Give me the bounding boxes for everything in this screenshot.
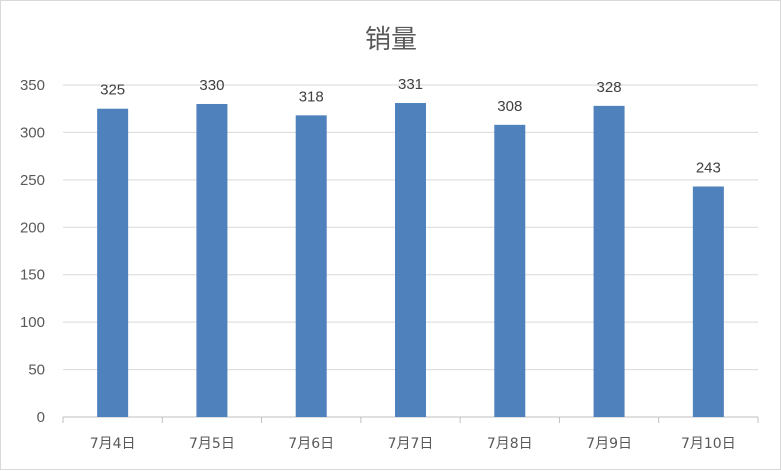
y-tick-label: 300 bbox=[20, 124, 45, 141]
data-label: 318 bbox=[299, 88, 324, 105]
data-labels: 325 330 318 331 308 328 243 bbox=[100, 76, 721, 176]
bar bbox=[692, 186, 724, 417]
bar bbox=[395, 103, 426, 417]
x-category-label: 7月6日 bbox=[288, 436, 334, 452]
x-category-label: 7月7日 bbox=[388, 436, 434, 452]
y-tick-label: 100 bbox=[20, 314, 45, 331]
x-category-label: 7月4日 bbox=[90, 436, 136, 452]
bar bbox=[196, 103, 228, 417]
y-tick-label: 150 bbox=[20, 267, 45, 284]
data-label: 331 bbox=[398, 76, 423, 93]
data-label: 243 bbox=[696, 159, 721, 176]
x-category-label: 7月8日 bbox=[487, 436, 533, 452]
data-label: 325 bbox=[100, 82, 125, 99]
y-tick-label: 50 bbox=[28, 362, 45, 379]
bar bbox=[494, 124, 526, 417]
bars bbox=[97, 103, 724, 418]
y-tick-label: 200 bbox=[20, 219, 45, 236]
x-category-label: 7月9日 bbox=[586, 436, 632, 452]
data-label: 308 bbox=[497, 98, 522, 115]
x-category-label: 7月10日 bbox=[681, 436, 736, 452]
y-tick-label: 250 bbox=[20, 172, 45, 189]
x-axis: 7月4日 7月5日 7月6日 7月7日 7月8日 7月9日 7月10日 bbox=[62, 417, 759, 452]
data-label: 328 bbox=[597, 79, 622, 96]
x-category-label: 7月5日 bbox=[189, 436, 235, 452]
chart-title: 销量 bbox=[365, 25, 417, 55]
bar bbox=[593, 105, 625, 418]
y-tick-label: 0 bbox=[37, 409, 45, 426]
y-tick-label: 350 bbox=[20, 77, 45, 94]
y-axis: 0 50 100 150 200 250 300 350 bbox=[20, 77, 45, 426]
data-label: 330 bbox=[199, 77, 224, 94]
bar bbox=[295, 115, 327, 418]
bar bbox=[97, 108, 129, 417]
